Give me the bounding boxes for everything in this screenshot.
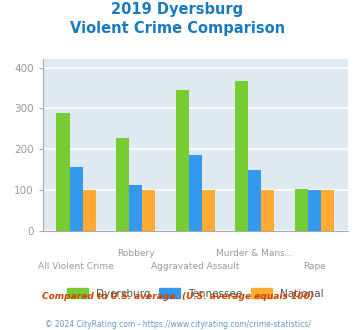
Bar	[261, 190, 274, 231]
Text: Aggravated Assault: Aggravated Assault	[151, 262, 240, 271]
Text: © 2024 CityRating.com - https://www.cityrating.com/crime-statistics/: © 2024 CityRating.com - https://www.city…	[45, 320, 310, 329]
Bar	[235, 81, 248, 231]
Text: Compared to U.S. average. (U.S. average equals 100): Compared to U.S. average. (U.S. average …	[42, 292, 313, 301]
Bar	[248, 170, 261, 231]
Bar	[295, 189, 308, 231]
Bar	[116, 138, 129, 231]
Text: Violent Crime Comparison: Violent Crime Comparison	[70, 21, 285, 36]
Bar	[70, 167, 83, 231]
Text: Robbery: Robbery	[117, 249, 154, 258]
Text: Rape: Rape	[303, 262, 326, 271]
Bar	[321, 190, 334, 231]
Text: 2019 Dyersburg: 2019 Dyersburg	[111, 2, 244, 16]
Bar	[202, 190, 215, 231]
Bar	[83, 190, 96, 231]
Bar	[189, 155, 202, 231]
Text: All Violent Crime: All Violent Crime	[38, 262, 114, 271]
Bar	[308, 190, 321, 231]
Bar	[142, 190, 155, 231]
Bar	[176, 90, 189, 231]
Legend: Dyersburg, Tennessee, National: Dyersburg, Tennessee, National	[67, 288, 323, 299]
Text: Murder & Mans...: Murder & Mans...	[216, 249, 294, 258]
Bar	[129, 185, 142, 231]
Bar	[56, 113, 70, 231]
